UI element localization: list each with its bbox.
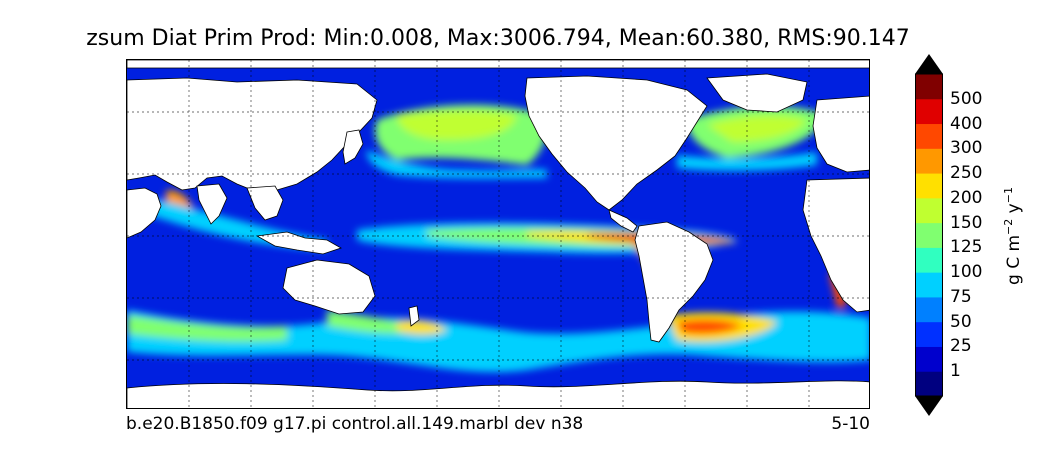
colorbar-tick-label: 100 — [950, 262, 983, 283]
land-greenland — [706, 73, 808, 113]
land-new-zealand — [408, 305, 420, 327]
graticule — [127, 60, 869, 408]
colorbar — [915, 54, 943, 416]
land-japan — [342, 129, 364, 165]
colorbar-tick-label: 200 — [950, 187, 983, 208]
colorbar-tick-label: 250 — [950, 163, 983, 184]
colorbar-bin — [915, 272, 943, 298]
colorbar-tick-label: 125 — [950, 237, 983, 258]
colorbar-extend-min — [915, 396, 943, 416]
land-europe-east — [812, 95, 869, 173]
colorbar-tick-label: 50 — [950, 311, 972, 332]
land-eurasia-west — [127, 77, 378, 193]
colorbar-outline — [915, 73, 943, 397]
plot-title: zsum Diat Prim Prod: Min:0.008, Max:3006… — [86, 26, 910, 51]
colorbar-tick-label: 400 — [950, 113, 983, 134]
colorbar-bin — [915, 222, 943, 248]
land-arctic — [127, 60, 869, 69]
land-south-america — [634, 221, 714, 343]
year-range: 5-10 — [831, 414, 870, 434]
colorbar-bin — [915, 296, 943, 323]
colorbar-bin — [915, 148, 943, 174]
productivity-field — [127, 104, 869, 372]
colorbar-units: g C m−2 y−1 — [1002, 187, 1024, 285]
land-africa-left — [127, 187, 162, 239]
north-pacific-inner — [397, 110, 517, 140]
ross-sea-bloom — [397, 320, 447, 335]
colorbar-bin — [915, 123, 943, 149]
land-antarctica — [127, 380, 869, 408]
colorbar-tick-label: 300 — [950, 138, 983, 159]
north-atlantic-inner — [707, 115, 807, 142]
land-india — [196, 183, 228, 225]
colorbar-bin — [915, 371, 943, 397]
colorbar-tick-label: 75 — [950, 286, 972, 307]
land-indonesia — [255, 231, 342, 255]
north-pacific-rim — [366, 150, 547, 179]
southern-ocean-green — [127, 315, 287, 342]
colorbar-tick-label: 1 — [950, 361, 961, 382]
global-map — [126, 59, 870, 409]
case-name: b.e20.B1850.f09 g17.pi control.all.149.m… — [126, 414, 584, 434]
land-indochina — [246, 185, 284, 221]
colorbar-tick-label: 500 — [950, 88, 983, 109]
colorbar-tick-label: 25 — [950, 336, 972, 357]
colorbar-bin — [915, 173, 943, 199]
colorbar-bin — [915, 321, 943, 347]
colorbar-bin — [915, 74, 943, 100]
land-australia — [282, 259, 376, 315]
colorbar-bin — [915, 98, 943, 125]
colorbar-bin — [915, 197, 943, 224]
colorbar-extend-max — [915, 54, 943, 74]
land-north-america — [524, 75, 708, 211]
colorbar-bin — [915, 247, 943, 273]
colorbar-tick-label: 150 — [950, 212, 983, 233]
land — [127, 60, 869, 408]
south-atlantic-core — [677, 319, 742, 334]
colorbar-bin — [915, 346, 943, 372]
land-africa-right — [802, 177, 869, 313]
